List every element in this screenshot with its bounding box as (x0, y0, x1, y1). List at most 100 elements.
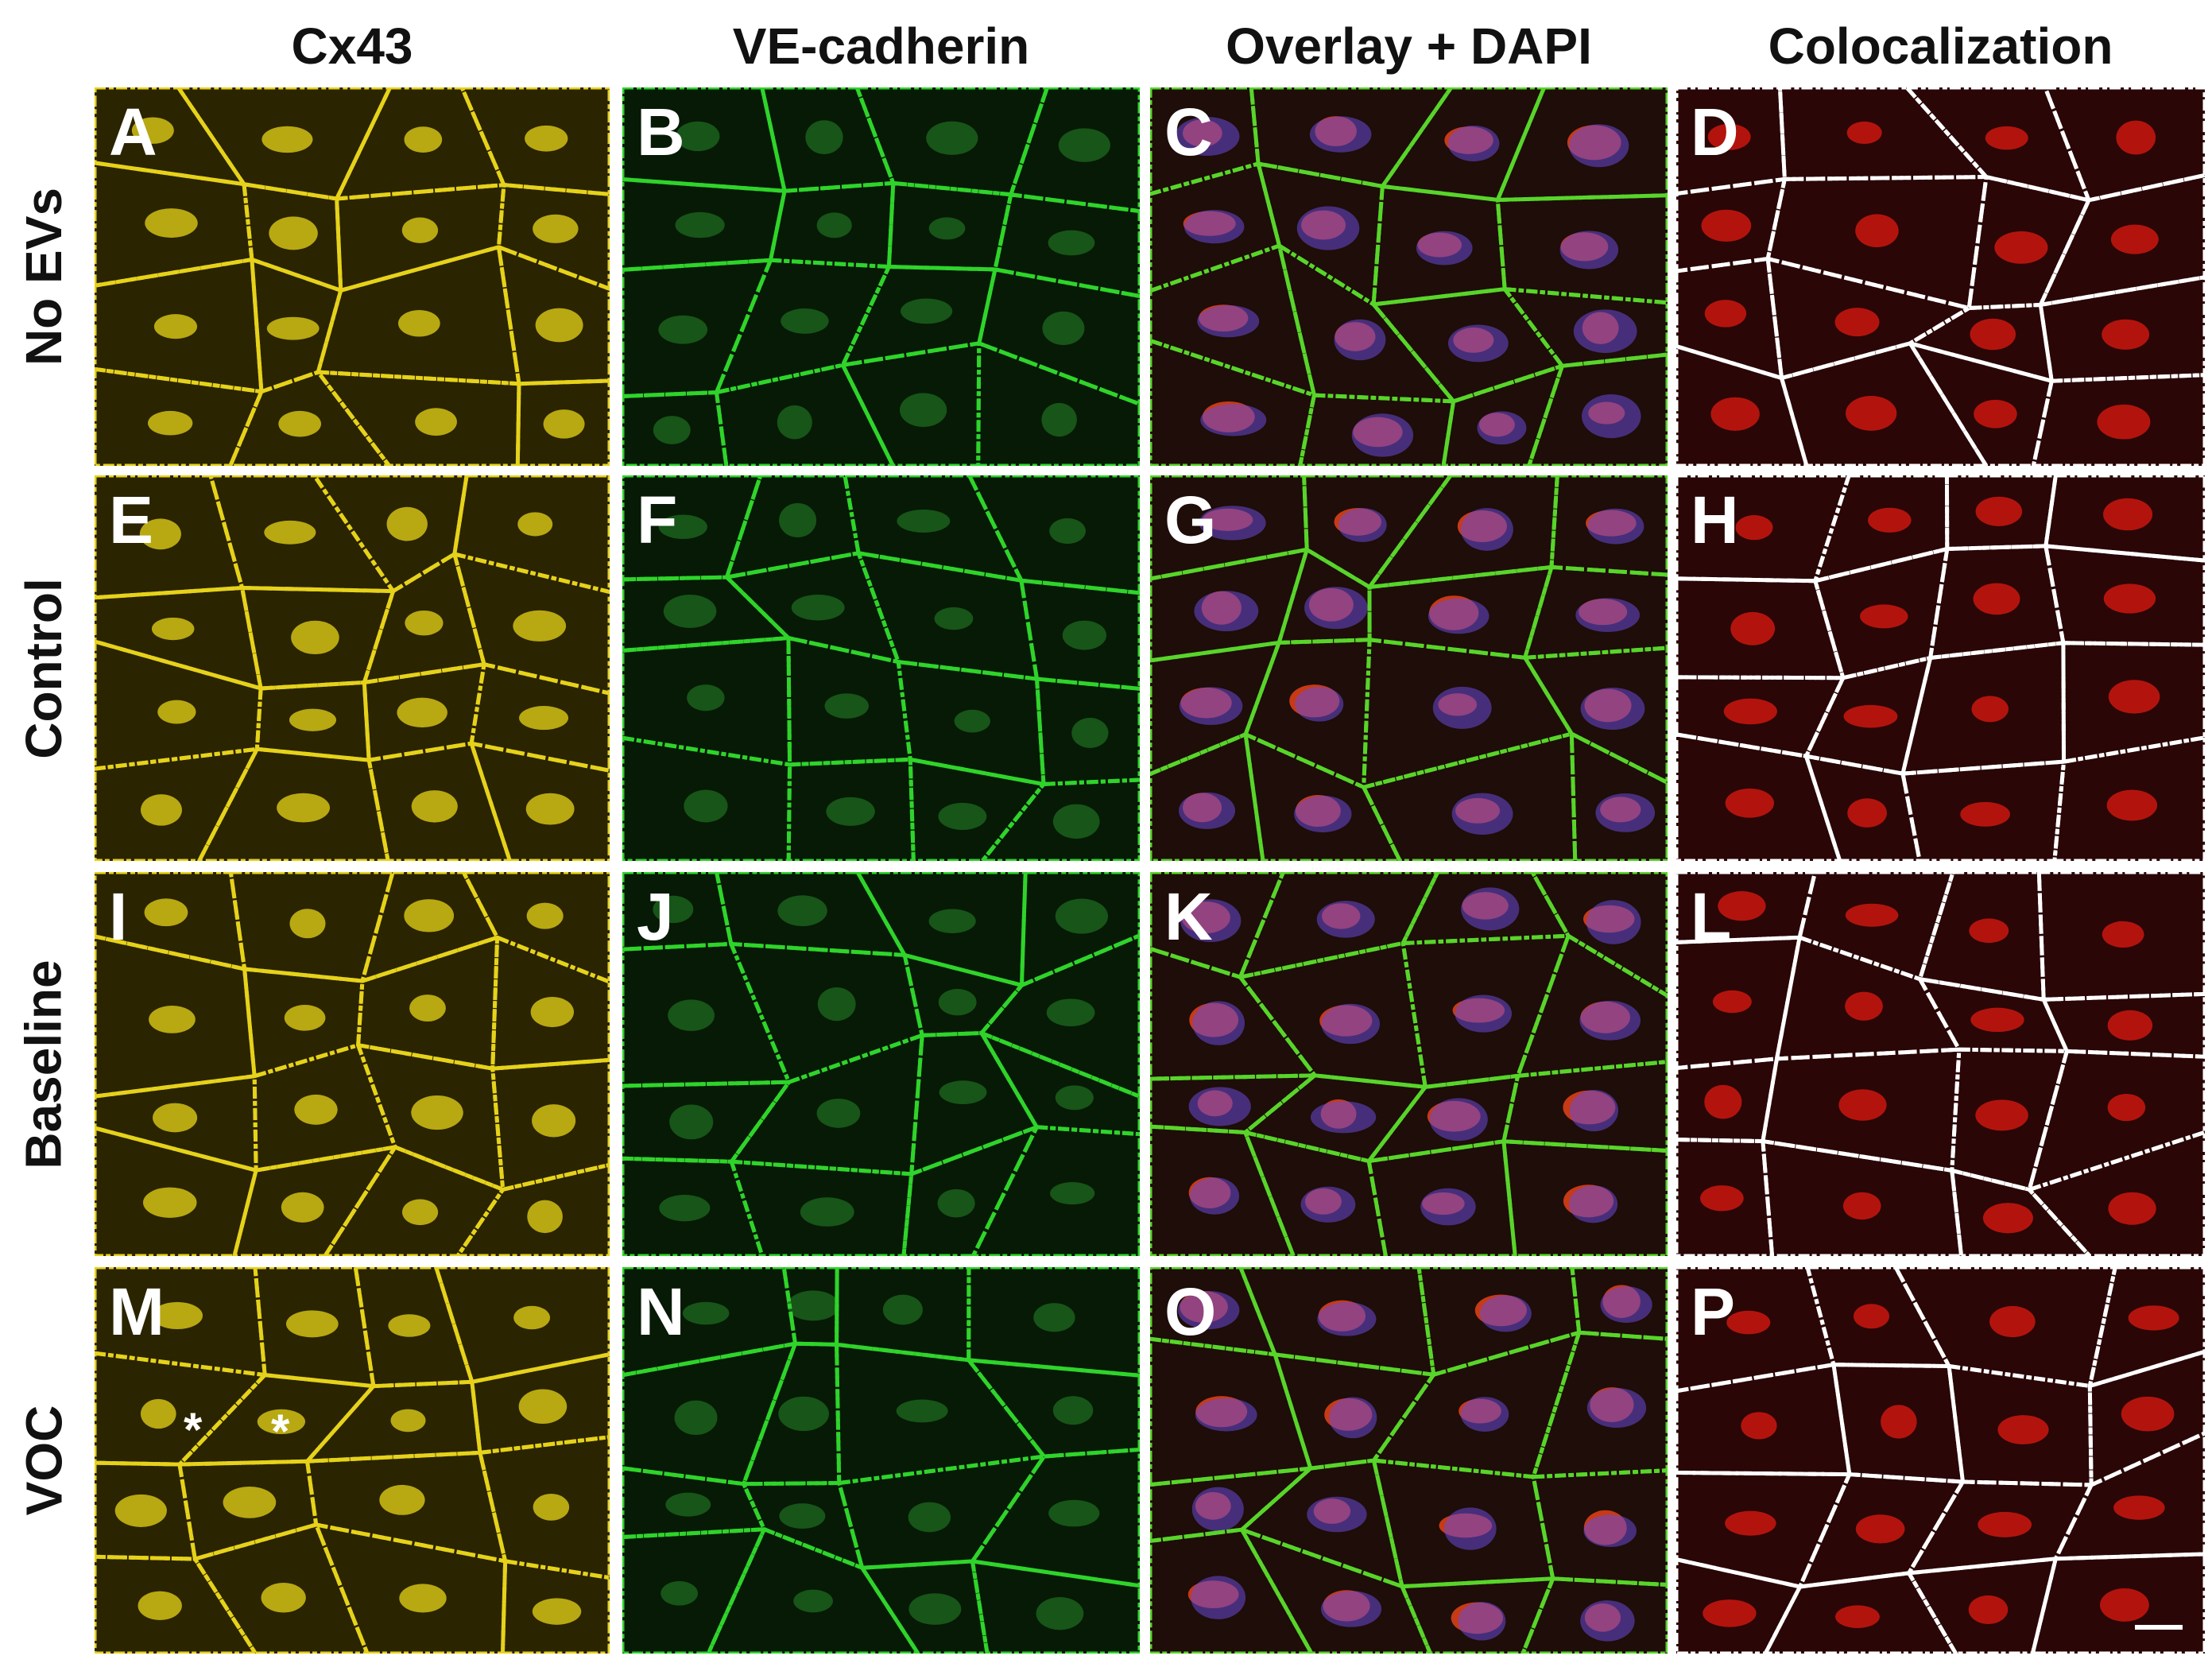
nucleus (517, 512, 553, 537)
nucleus (2102, 319, 2150, 350)
micrograph-panel: A (95, 87, 610, 466)
nucleus (261, 126, 313, 153)
panel-letter: L (1691, 879, 1732, 954)
nucleus (1294, 795, 1352, 833)
cell-border (768, 180, 896, 269)
cell-image (95, 87, 610, 466)
cell-border (967, 475, 1140, 595)
row-label-text: No EVs (15, 187, 72, 366)
nucleus (1455, 994, 1513, 1033)
nucleus (653, 895, 694, 924)
micrograph-panel: J (622, 872, 1140, 1256)
nucleus (1050, 1182, 1095, 1205)
micrograph-panel: P (1676, 1267, 2205, 1654)
cell-border (469, 662, 610, 773)
scale-bar (2135, 1625, 2183, 1630)
nucleus (114, 1494, 167, 1527)
nucleus (2107, 1010, 2153, 1041)
nucleus (908, 1593, 962, 1625)
nucleus (386, 506, 428, 541)
nucleus (1071, 717, 1109, 748)
cell-border (1676, 1138, 1775, 1256)
cell-border (2053, 1431, 2205, 1561)
nucleus (397, 309, 440, 337)
cell-border (1502, 287, 1668, 368)
nucleus (153, 1103, 198, 1133)
nucleus (1479, 1295, 1532, 1332)
nucleus (2097, 404, 2151, 440)
nucleus (779, 502, 817, 538)
nucleus (513, 1305, 551, 1330)
nucleus (1191, 1576, 1246, 1619)
nucleus (1712, 990, 1752, 1014)
nucleus (131, 117, 174, 144)
cell-border (1243, 1130, 1388, 1256)
nucleus (2128, 1305, 2179, 1331)
row-label-text: Baseline (15, 959, 72, 1169)
nucleus (1970, 1007, 2024, 1033)
nucleus (668, 999, 715, 1031)
nucleus (824, 693, 870, 719)
nucleus (1855, 1514, 1905, 1544)
nucleus (2110, 224, 2159, 254)
nucleus (781, 308, 829, 334)
nucleus (1735, 515, 1773, 541)
nucleus (687, 684, 725, 711)
cell-border (622, 1156, 765, 1256)
cell-border (706, 1527, 920, 1654)
nucleus (152, 1301, 203, 1330)
nucleus (532, 1598, 582, 1625)
nucleus (1846, 121, 1882, 145)
nucleus (1960, 801, 2010, 827)
nucleus (1180, 899, 1242, 943)
nucleus (1843, 704, 1898, 728)
nucleus (1428, 598, 1490, 634)
nucleus (533, 214, 579, 243)
cell-border (840, 341, 982, 466)
cell-border (1238, 940, 1428, 1089)
nucleus (266, 316, 320, 340)
nucleus (938, 802, 987, 831)
nucleus (533, 1494, 570, 1521)
nucleus (1842, 1192, 1881, 1220)
cell-border (902, 952, 1024, 1037)
micrograph-panel: L (1676, 872, 2205, 1256)
cell-image (1676, 475, 2205, 861)
nucleus (1730, 611, 1776, 646)
nucleus (1741, 1412, 1777, 1440)
nucleus (938, 988, 977, 1016)
nucleus (1860, 604, 1908, 629)
row-label-text: VOC (15, 1405, 72, 1516)
cell-border (2038, 173, 2205, 307)
nucleus (1295, 686, 1344, 722)
nucleus (779, 1503, 826, 1529)
cell-border (2061, 641, 2205, 764)
cell-border (470, 1352, 610, 1455)
cell-border (1569, 731, 1668, 861)
nucleus (908, 1502, 951, 1533)
nucleus (1710, 397, 1760, 431)
cell-border (1516, 933, 1668, 1078)
nucleus (1175, 116, 1240, 156)
nucleus (805, 120, 843, 155)
cell-image (1676, 1267, 2205, 1654)
column-header: Colocalization (1768, 17, 2113, 75)
nucleus (1723, 698, 1777, 725)
cell-border (1239, 1527, 1433, 1654)
cell-image (622, 475, 1140, 861)
panel-letter: G (1164, 483, 1217, 557)
cell-border (1362, 731, 1578, 861)
cell-border (490, 935, 610, 1071)
nucleus (1048, 1499, 1100, 1527)
cell-border (1531, 1330, 1668, 1479)
nucleus (1197, 304, 1260, 338)
row-label: No EVs (0, 87, 87, 466)
cell-border (1765, 175, 1989, 311)
cell-border (1900, 759, 2067, 861)
nucleus (777, 405, 812, 440)
nucleus (264, 520, 316, 545)
cell-border (908, 757, 1046, 861)
cell-border (1803, 754, 1922, 861)
nucleus (1725, 788, 1775, 818)
nucleus (928, 217, 966, 240)
